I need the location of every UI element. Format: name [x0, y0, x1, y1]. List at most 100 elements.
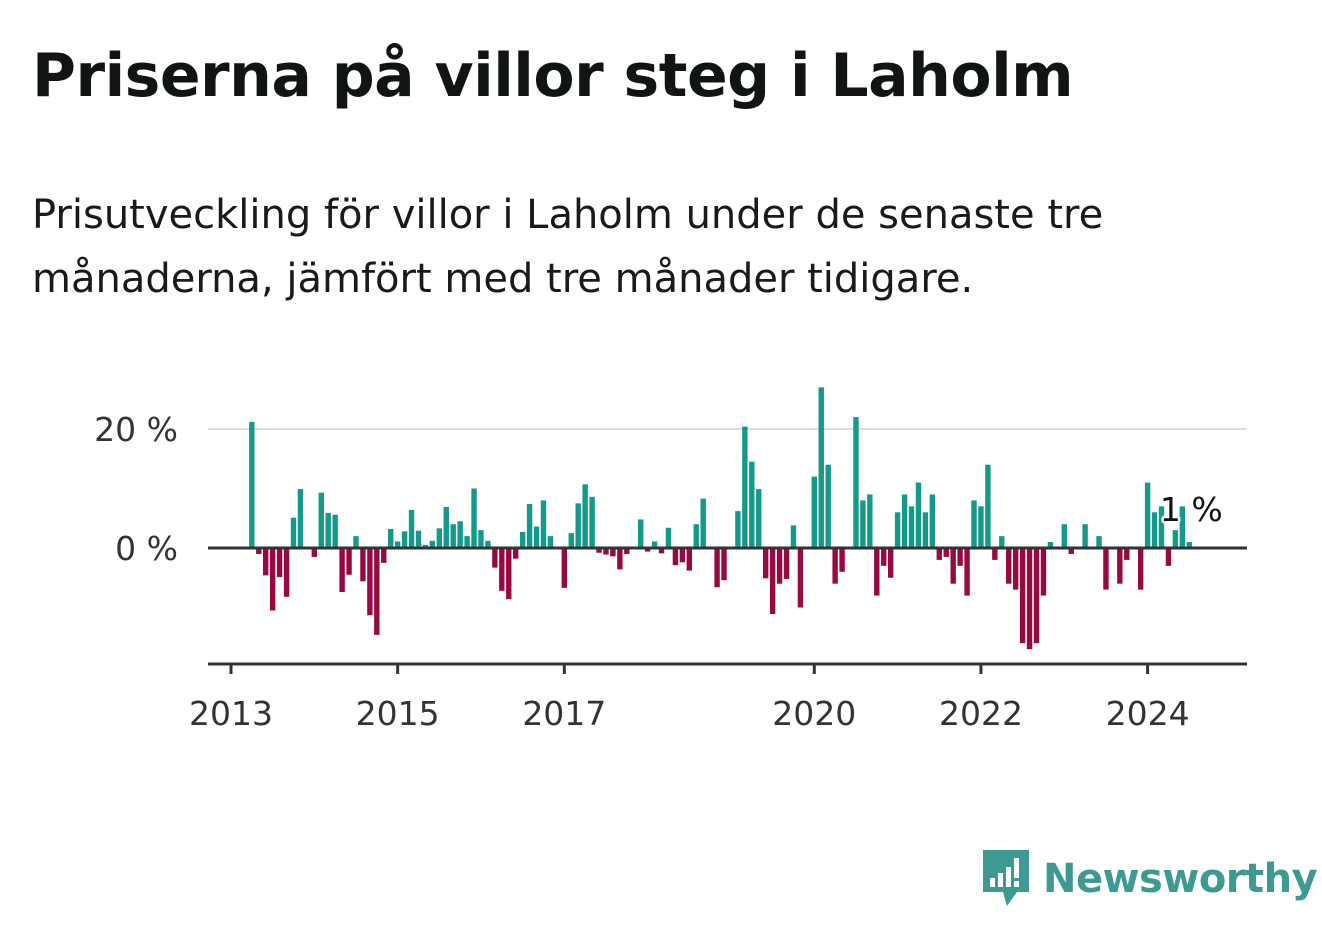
bar [360, 548, 366, 582]
bar [457, 521, 463, 548]
bar [603, 548, 609, 555]
bar [297, 489, 304, 548]
bar [971, 500, 977, 548]
bar [1103, 548, 1109, 590]
bar [276, 548, 283, 578]
bar [610, 548, 616, 557]
x-tick-label: 2015 [356, 694, 440, 733]
bar-chart: 0 % 20 % 2013 2015 2017 2020 2022 2024 1 % [94, 387, 1247, 733]
bar [894, 512, 901, 548]
bar [394, 541, 401, 548]
bar [450, 524, 456, 548]
bar [901, 494, 908, 548]
bar [964, 548, 970, 596]
bar [408, 509, 415, 548]
bar [978, 506, 984, 548]
bar [526, 503, 533, 548]
bar [679, 548, 686, 563]
y-tick-label: 0 % [115, 529, 178, 568]
x-tick-label: 2022 [939, 694, 1023, 733]
bar [596, 548, 602, 553]
bar [762, 548, 769, 579]
bar [485, 540, 491, 548]
bar [769, 548, 776, 615]
bar [1144, 482, 1151, 548]
bar [624, 548, 630, 554]
bar [811, 476, 817, 548]
bar [943, 548, 949, 557]
bar [756, 489, 762, 548]
bar [346, 548, 352, 575]
bar [499, 548, 505, 591]
bar [1033, 548, 1040, 644]
bar [638, 519, 644, 548]
bar [783, 548, 790, 579]
bar [1012, 548, 1019, 590]
bar [263, 548, 269, 576]
bar [318, 492, 324, 548]
bar [471, 488, 477, 548]
bar [686, 548, 692, 571]
bar [1047, 542, 1054, 548]
bar [513, 548, 519, 559]
bar [290, 517, 297, 548]
bar [436, 528, 443, 548]
chart-title: Priserna på villor steg i Laholm [32, 41, 1074, 111]
bar [283, 548, 290, 597]
bar [908, 506, 915, 548]
bar [353, 536, 359, 548]
bar [589, 496, 595, 548]
bar [464, 536, 470, 548]
bar [721, 548, 727, 581]
bar [1061, 524, 1067, 548]
labels: 0 % 20 % 2013 2015 2017 2020 2022 2024 1 % [94, 410, 1225, 733]
bar [617, 548, 623, 570]
newsworthy-logo-text: Newsworthy [1043, 856, 1318, 902]
bar [519, 531, 526, 548]
bar [922, 512, 929, 548]
bar [311, 548, 318, 557]
bar [992, 548, 998, 560]
bar [651, 541, 658, 548]
bar [1096, 536, 1102, 548]
bar [839, 548, 845, 572]
axes [208, 546, 1247, 674]
newsworthy-logo-icon [983, 850, 1029, 906]
bar [797, 548, 804, 608]
bar [415, 530, 422, 548]
bar [957, 548, 963, 566]
x-tick-label: 2013 [189, 694, 273, 733]
bar [1172, 530, 1179, 548]
bars [249, 387, 1192, 650]
bar [936, 548, 942, 560]
bar [776, 548, 783, 584]
bar [1124, 548, 1130, 560]
bar [492, 548, 498, 568]
bar [1040, 548, 1047, 596]
bar [714, 548, 720, 588]
bar [332, 514, 338, 548]
bar [1186, 542, 1192, 548]
bar [999, 536, 1005, 548]
bar [249, 421, 255, 548]
bar [749, 461, 755, 548]
end-value-label: 1 % [1160, 490, 1223, 529]
bar [742, 426, 748, 548]
bar [582, 484, 588, 548]
y-tick-label: 20 % [94, 410, 178, 449]
bar [325, 512, 331, 548]
bar [985, 464, 991, 548]
bar [881, 548, 887, 566]
bar [1019, 548, 1026, 644]
bar [1117, 548, 1123, 584]
x-tick-label: 2017 [522, 694, 606, 733]
bar [339, 548, 345, 593]
bar [367, 548, 373, 616]
bar [1179, 506, 1186, 548]
bar [818, 387, 824, 548]
bar [478, 530, 484, 548]
bar [950, 548, 956, 584]
bar [547, 536, 554, 548]
bar [1068, 548, 1074, 554]
bar [1137, 548, 1144, 590]
